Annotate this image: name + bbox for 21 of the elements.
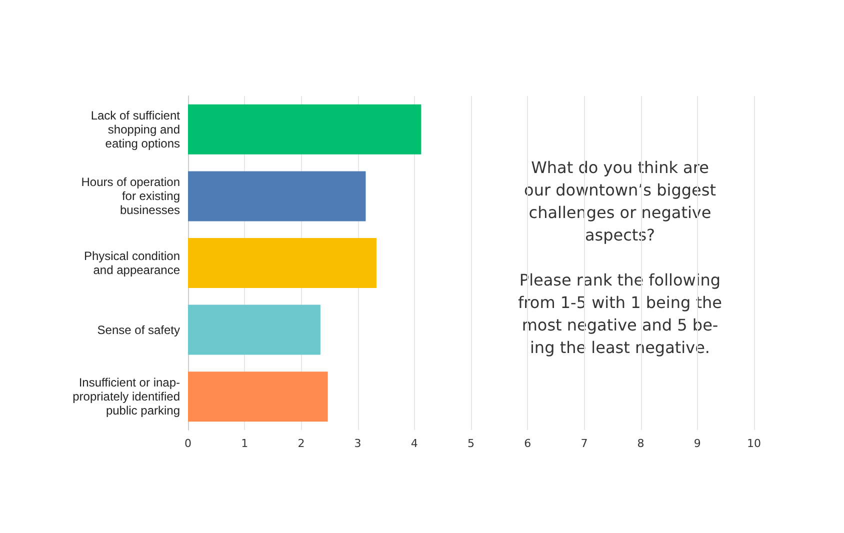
x-tick-label: 9 (694, 437, 701, 450)
x-tick-label: 10 (747, 437, 761, 450)
bar (188, 372, 328, 422)
y-tick-label: Sense of safety (97, 322, 180, 337)
x-tick-label: 0 (184, 437, 192, 450)
x-tick-label: 3 (354, 437, 362, 450)
bar (188, 104, 422, 154)
x-tick-label: 1 (241, 437, 248, 450)
y-tick-label: Lack of sufficient shopping and eating options (90, 108, 181, 150)
bar (188, 171, 366, 222)
x-tick-label: 6 (524, 437, 532, 450)
bar (188, 304, 320, 355)
x-tick-label: 7 (580, 437, 588, 450)
x-tick-label: 5 (468, 437, 474, 450)
x-tick-label: 2 (298, 437, 305, 450)
bar (188, 238, 376, 288)
y-tick-label: Insufficient or inap- propriately identified public parking (72, 376, 180, 418)
y-tick-label: Hours of operation for existing businesses (81, 175, 180, 218)
x-tick-label: 8 (637, 437, 644, 450)
x-tick-label: 4 (410, 437, 418, 450)
y-tick-label: Physical condition and appearance (84, 249, 180, 277)
